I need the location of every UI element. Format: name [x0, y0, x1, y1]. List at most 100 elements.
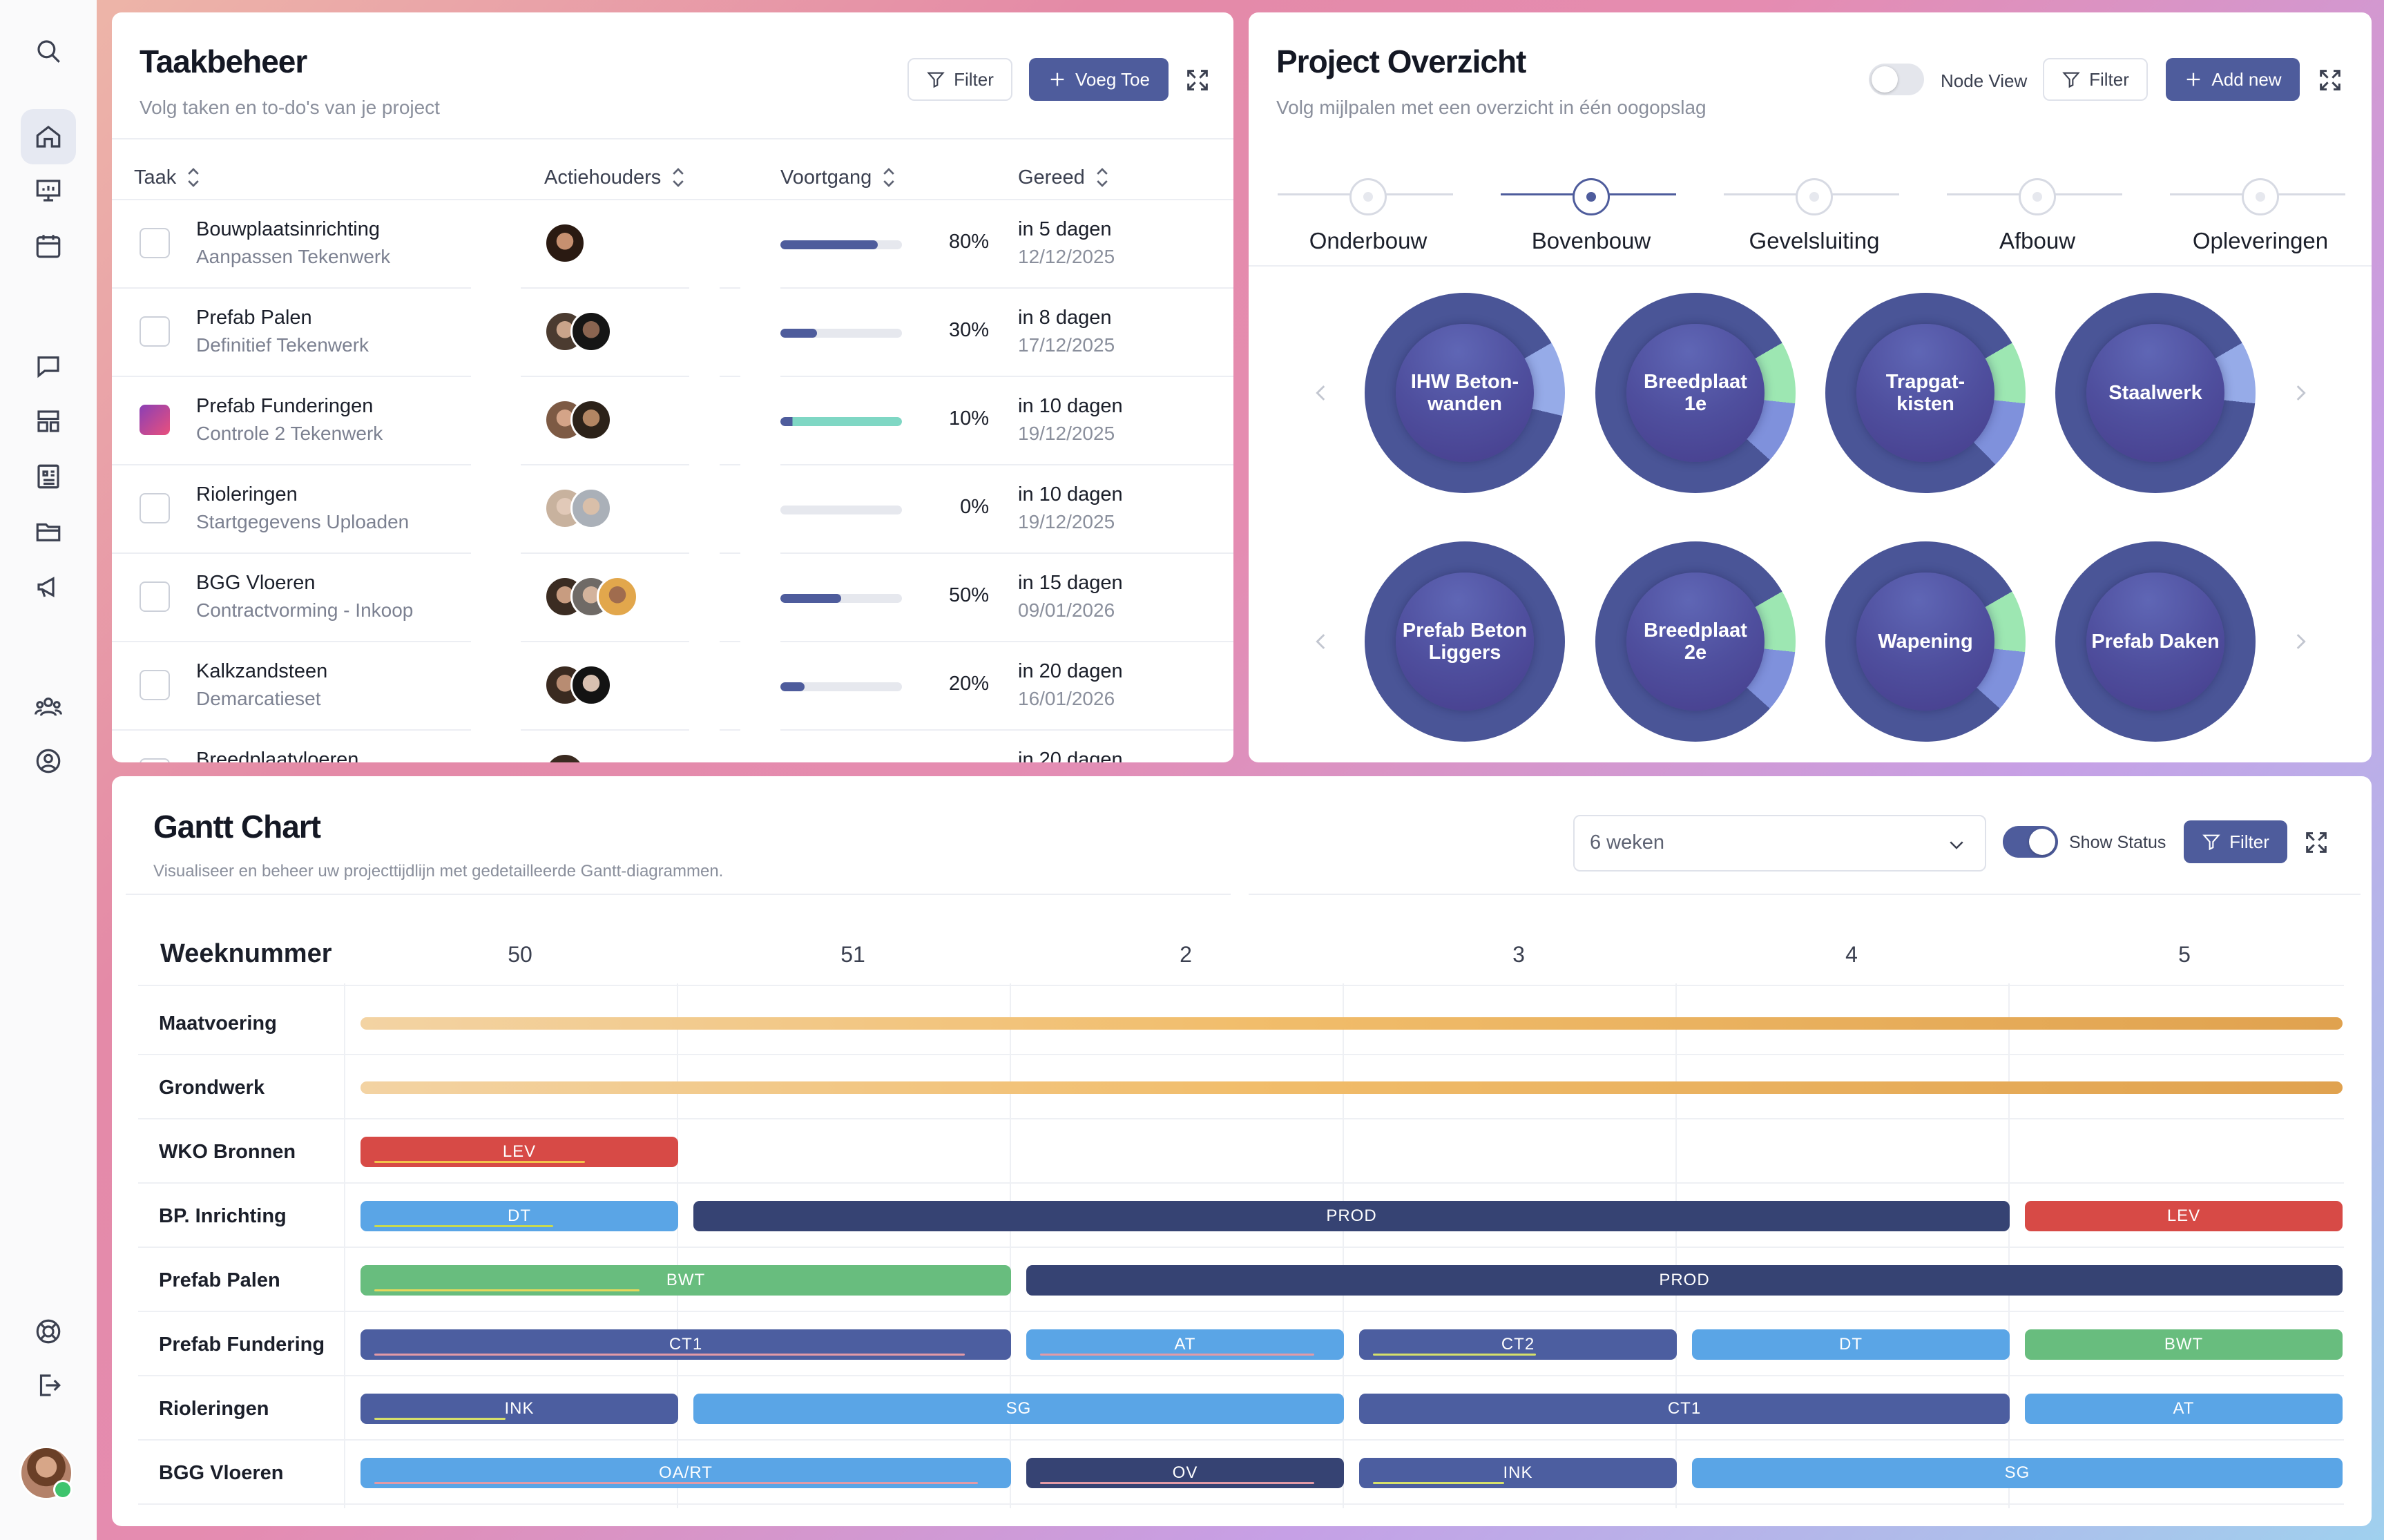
table-row[interactable]: Kalkzandsteen Demarcatieset 20% in 20 dagen… [112, 642, 1233, 731]
home-icon[interactable] [21, 109, 76, 164]
gantt-bar[interactable]: CT2 [1359, 1329, 1677, 1360]
owner-avatars[interactable] [544, 488, 612, 529]
milestone-donut[interactable]: Staalwerk [2055, 293, 2256, 493]
folder-icon[interactable] [21, 504, 76, 559]
milestone-label: Trapgat-kisten [1856, 324, 1994, 462]
presentation-icon[interactable] [21, 163, 76, 218]
phase-label: Onderbouw [1309, 228, 1427, 253]
week-gridline [1010, 983, 1011, 1508]
gantt-bar[interactable]: DT [1692, 1329, 2010, 1360]
user-avatar[interactable] [19, 1446, 73, 1500]
owner-avatars[interactable] [544, 222, 586, 264]
task-subtitle: Startgegevens Uploaden [196, 511, 410, 532]
task-checkbox[interactable] [140, 758, 170, 762]
gantt-bar[interactable]: AT [1026, 1329, 1344, 1360]
row-divider [720, 641, 740, 642]
gantt-bar[interactable]: CT1 [1359, 1394, 2010, 1424]
milestone-donut[interactable]: Prefab Daken [2055, 541, 2256, 742]
progress-percent: 80% [948, 231, 989, 253]
calendar-icon[interactable] [21, 218, 76, 273]
gantt-bar[interactable]: AT [2025, 1394, 2343, 1424]
phase-node [2019, 178, 2056, 215]
table-row[interactable]: Prefab Palen Definitief Tekenwerk 30% in 8 … [112, 289, 1233, 377]
chevron-left-icon[interactable] [1309, 630, 1333, 653]
table-row[interactable]: Prefab Funderingen Controle 2 Tekenwerk 10… [112, 377, 1233, 465]
table-row[interactable]: Rioleringen Startgegevens Uploaden 0% in 10… [112, 465, 1233, 554]
task-checkbox[interactable] [140, 316, 170, 347]
megaphone-icon[interactable] [21, 559, 76, 615]
expand-icon[interactable] [2316, 66, 2344, 94]
table-row[interactable]: BGG Vloeren Contractvorming - Inkoop 50% in… [112, 554, 1233, 642]
gantt-bar[interactable]: BWT [361, 1265, 1011, 1296]
user-circle-icon[interactable] [21, 733, 76, 789]
gantt-filter-button[interactable]: Filter [2184, 820, 2287, 863]
owner-avatars[interactable] [544, 576, 638, 617]
chat-icon[interactable] [21, 338, 76, 394]
gantt-status-line [374, 1354, 965, 1356]
milestone-donut[interactable]: Breedplaat 1e [1595, 293, 1796, 493]
chevron-right-icon[interactable] [2289, 630, 2312, 653]
milestone-donut[interactable]: IHW Beton-wanden [1365, 293, 1565, 493]
milestone-donut[interactable]: Wapening [1825, 541, 2026, 742]
logout-icon[interactable] [21, 1358, 76, 1413]
due-date: 09/01/2026 [1018, 599, 1115, 621]
task-filter-button[interactable]: Filter [907, 58, 1012, 101]
gantt-bar[interactable]: DT [361, 1201, 678, 1231]
task-add-button[interactable]: Voeg Toe [1029, 58, 1169, 101]
milestone-donut[interactable]: Trapgat-kisten [1825, 293, 2026, 493]
node-view-toggle[interactable] [1869, 64, 1924, 95]
gantt-status-line [1373, 1354, 1536, 1356]
milestone-label-line: Prefab Daken [2091, 631, 2220, 653]
document-icon[interactable] [21, 449, 76, 504]
gantt-bar[interactable]: INK [1359, 1458, 1677, 1488]
gantt-bar[interactable]: OV [1026, 1458, 1344, 1488]
owner-avatars[interactable] [544, 399, 612, 441]
range-select[interactable]: 6 weken [1573, 815, 1986, 872]
gantt-bar[interactable]: LEV [361, 1137, 678, 1167]
gantt-bar[interactable] [361, 1017, 2343, 1030]
column-header-gereed[interactable]: Gereed [1018, 166, 1110, 189]
column-header-taak[interactable]: Taak [134, 166, 201, 189]
milestone-donut[interactable]: Prefab Beton Liggers [1365, 541, 1565, 742]
task-checkbox[interactable] [140, 228, 170, 258]
project-add-label: Add new [2211, 68, 2282, 90]
gantt-bar[interactable]: OA/RT [361, 1458, 1011, 1488]
phase-label: Bovenbouw [1531, 228, 1651, 253]
gantt-bar[interactable]: LEV [2025, 1201, 2343, 1231]
table-row[interactable]: Bouwplaatsinrichting Aanpassen Tekenwerk 8… [112, 200, 1233, 289]
expand-icon[interactable] [2303, 829, 2330, 856]
gantt-bar[interactable]: BWT [2025, 1329, 2343, 1360]
expand-icon[interactable] [1184, 66, 1211, 94]
project-add-button[interactable]: Add new [2166, 58, 2300, 101]
project-filter-button[interactable]: Filter [2043, 58, 2148, 101]
layout-icon[interactable] [21, 394, 76, 449]
task-checkbox[interactable] [140, 493, 170, 523]
row-divider [780, 641, 1233, 642]
column-header-voortgang[interactable]: Voortgang [780, 166, 896, 189]
owner-avatars[interactable] [544, 311, 612, 352]
gantt-bar[interactable]: PROD [693, 1201, 2010, 1231]
chevron-right-icon[interactable] [2289, 381, 2312, 405]
gantt-bar[interactable]: INK [361, 1394, 678, 1424]
chevron-left-icon[interactable] [1309, 381, 1333, 405]
task-checkbox[interactable] [140, 670, 170, 700]
gantt-bar[interactable]: CT1 [361, 1329, 1011, 1360]
owner-avatars[interactable] [544, 664, 612, 706]
task-checkbox[interactable] [140, 405, 170, 435]
gantt-bar[interactable]: PROD [1026, 1265, 2343, 1296]
progress-fill [780, 594, 841, 603]
gantt-bar[interactable]: SG [1692, 1458, 2343, 1488]
milestone-donut[interactable]: Breedplaat 2e [1595, 541, 1796, 742]
filter-icon [2202, 834, 2220, 851]
search-icon[interactable] [21, 23, 76, 79]
team-icon[interactable] [21, 680, 76, 735]
gantt-bar[interactable]: SG [693, 1394, 1344, 1424]
due-relative: in 8 dagen [1018, 307, 1112, 329]
task-checkbox[interactable] [140, 581, 170, 612]
owner-avatars[interactable] [544, 753, 586, 762]
table-row[interactable]: Breedplaatvloeren in 20 dagen [112, 731, 1233, 762]
gantt-bar[interactable] [361, 1081, 2343, 1094]
column-header-actiehouders[interactable]: Actiehouders [544, 166, 686, 189]
show-status-toggle[interactable] [2003, 826, 2058, 858]
help-lifebuoy-icon[interactable] [21, 1304, 76, 1359]
